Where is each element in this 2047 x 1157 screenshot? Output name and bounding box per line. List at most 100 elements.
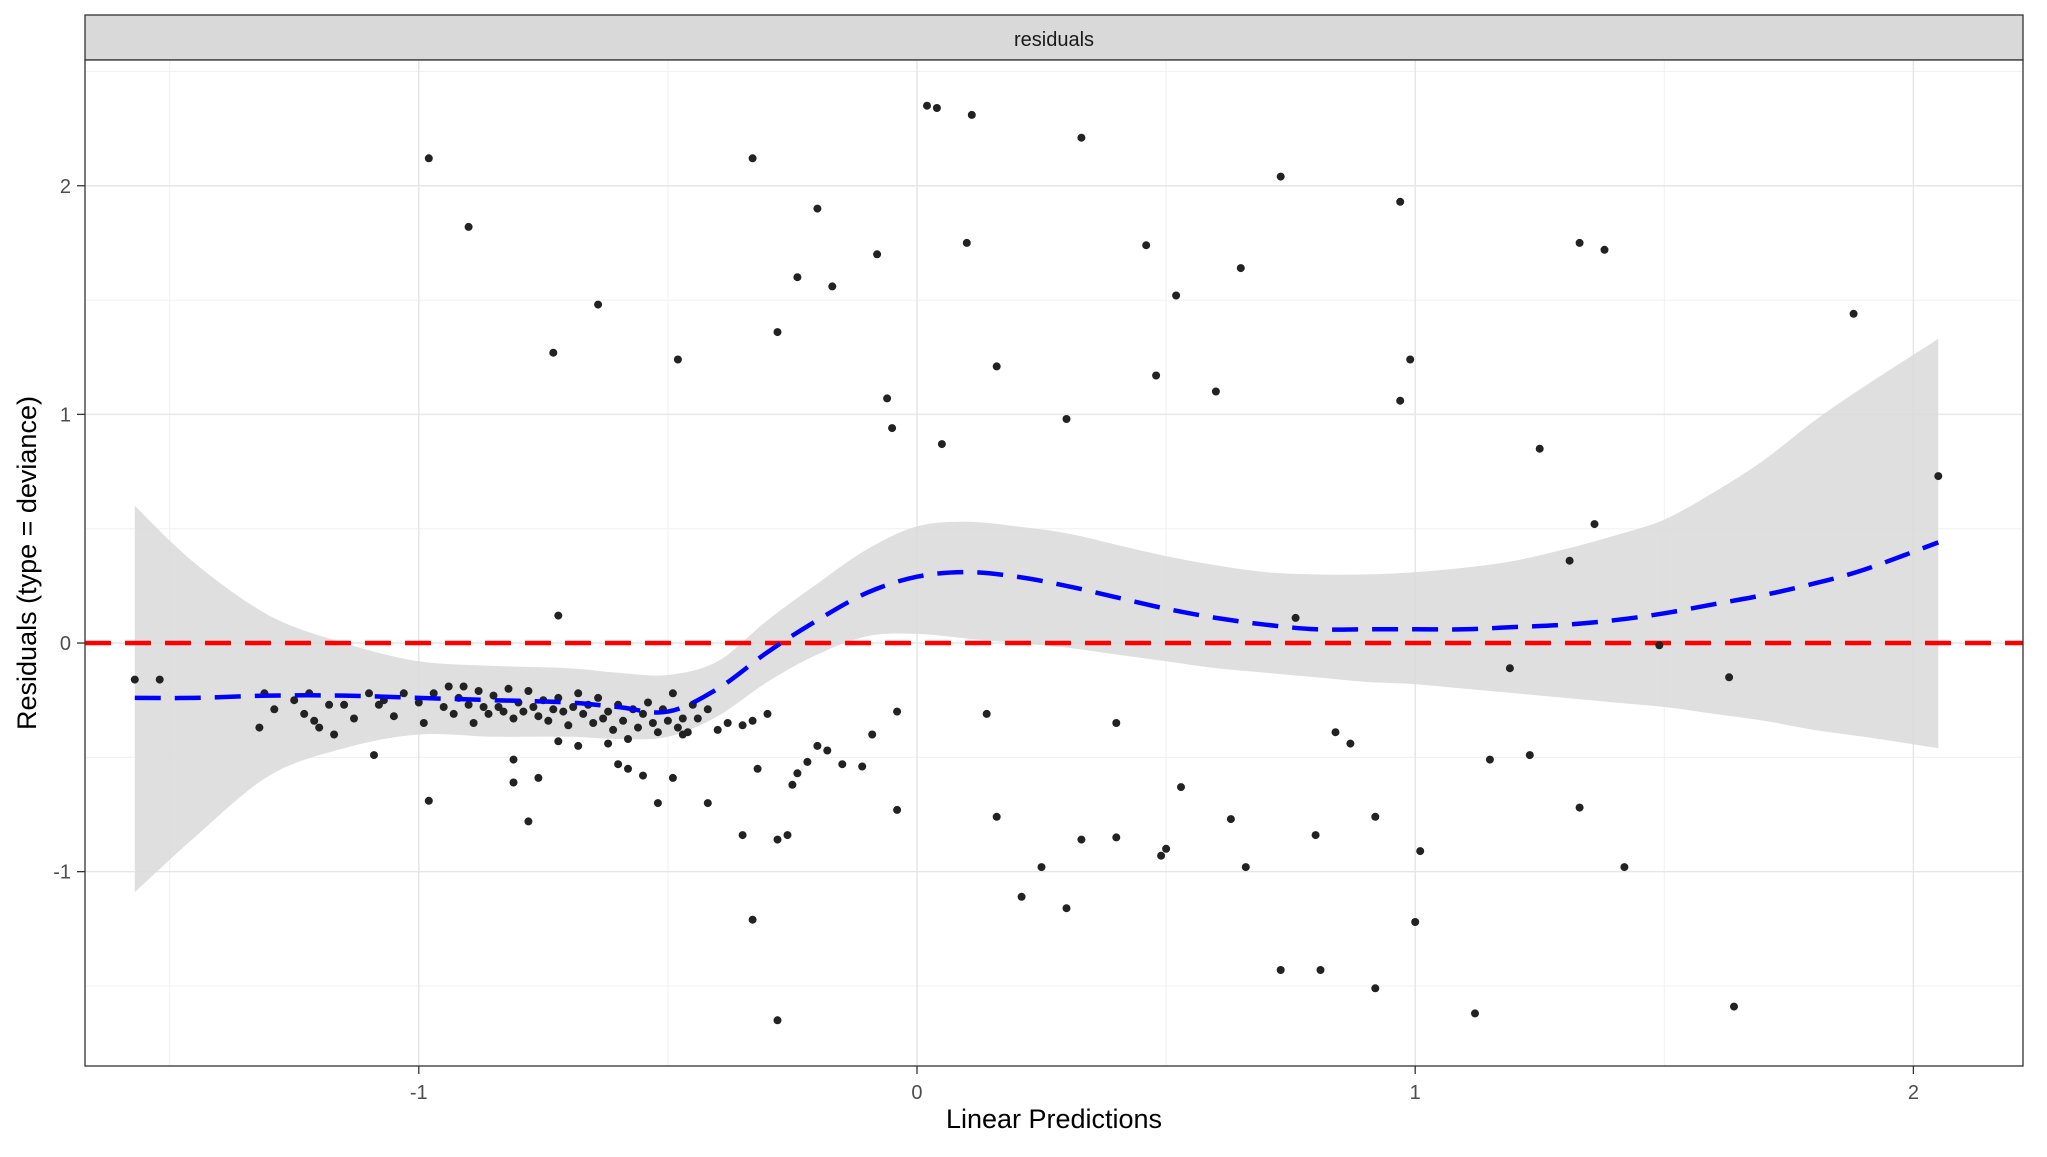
data-point xyxy=(559,707,568,716)
data-point xyxy=(1416,847,1425,856)
facet-strip xyxy=(84,14,2024,61)
data-point xyxy=(549,705,558,714)
data-point xyxy=(564,721,573,730)
data-point xyxy=(504,684,513,693)
data-point xyxy=(813,204,822,213)
data-point xyxy=(1077,835,1086,844)
data-point xyxy=(554,737,563,746)
data-point xyxy=(893,805,902,814)
data-point xyxy=(1620,863,1629,872)
data-point xyxy=(678,714,687,723)
data-point xyxy=(424,796,433,805)
data-point xyxy=(639,771,647,780)
data-point xyxy=(793,273,802,282)
data-point xyxy=(738,721,747,730)
data-point xyxy=(1575,803,1584,812)
data-point xyxy=(325,700,334,709)
y-tick-label: 1 xyxy=(60,404,71,426)
data-point xyxy=(838,760,847,769)
data-point xyxy=(1276,172,1285,181)
data-point xyxy=(1346,739,1355,748)
data-point xyxy=(893,707,902,716)
data-point xyxy=(788,780,797,789)
data-point xyxy=(773,328,782,337)
data-point xyxy=(370,751,378,760)
data-point xyxy=(1162,844,1171,853)
data-point xyxy=(1411,918,1420,926)
x-tick-label: 2 xyxy=(1908,1082,1919,1104)
y-axis-title: Residuals (type = deviance) xyxy=(12,396,42,730)
data-point xyxy=(350,714,358,723)
data-point xyxy=(574,741,583,750)
data-point xyxy=(130,675,139,684)
data-point xyxy=(579,709,588,718)
data-point xyxy=(962,238,971,247)
data-point xyxy=(619,716,628,725)
data-point xyxy=(803,757,812,766)
data-point xyxy=(783,831,792,840)
data-point xyxy=(624,764,632,773)
data-point xyxy=(330,730,339,739)
data-point xyxy=(484,709,493,718)
data-point xyxy=(624,735,632,743)
data-point xyxy=(554,611,563,620)
data-point xyxy=(1311,831,1320,840)
data-point xyxy=(713,725,722,734)
data-point xyxy=(1396,197,1405,206)
data-point xyxy=(340,700,349,709)
data-point xyxy=(444,682,453,691)
data-point xyxy=(678,730,687,739)
data-point xyxy=(773,835,782,844)
data-point xyxy=(828,282,837,291)
y-tick-label: 2 xyxy=(60,176,71,198)
data-point xyxy=(1730,1002,1738,1011)
smooth-trend-line xyxy=(134,540,1940,715)
data-point xyxy=(399,689,408,698)
data-point xyxy=(932,104,941,112)
data-point xyxy=(604,739,613,748)
data-point xyxy=(599,714,608,723)
data-point xyxy=(574,689,583,698)
data-point xyxy=(439,703,448,711)
data-point xyxy=(1062,904,1071,913)
data-point xyxy=(594,300,603,309)
data-point xyxy=(524,687,533,695)
data-point xyxy=(1291,613,1300,622)
data-point xyxy=(1241,863,1250,872)
data-point xyxy=(1485,755,1494,764)
data-point xyxy=(738,831,747,840)
x-axis-title: Linear Predictions xyxy=(946,1104,1162,1134)
data-point xyxy=(673,355,682,364)
data-point xyxy=(873,250,882,259)
data-point xyxy=(424,154,433,163)
data-point xyxy=(419,719,428,727)
data-point xyxy=(290,696,299,705)
data-point xyxy=(663,716,672,725)
data-point xyxy=(668,773,677,782)
data-point xyxy=(1655,641,1664,650)
data-point xyxy=(1575,238,1584,247)
data-point xyxy=(524,817,533,826)
data-point xyxy=(1525,751,1534,760)
data-point xyxy=(753,764,762,773)
data-point xyxy=(653,728,662,737)
data-point xyxy=(310,716,319,725)
data-point xyxy=(1371,984,1380,993)
data-point xyxy=(888,424,897,433)
data-point xyxy=(255,723,264,732)
x-tick-label: 0 xyxy=(911,1082,922,1104)
data-point xyxy=(992,362,1001,371)
data-point xyxy=(479,703,488,711)
data-point xyxy=(1535,444,1544,453)
data-point xyxy=(967,110,976,119)
data-point xyxy=(773,1016,782,1025)
data-point xyxy=(315,723,324,732)
data-point xyxy=(858,762,867,771)
data-point xyxy=(1211,387,1220,396)
data-point xyxy=(793,769,802,778)
data-point xyxy=(499,707,508,716)
data-point xyxy=(609,725,618,734)
data-point xyxy=(1396,396,1405,405)
data-point xyxy=(594,693,603,702)
data-point xyxy=(389,712,398,721)
